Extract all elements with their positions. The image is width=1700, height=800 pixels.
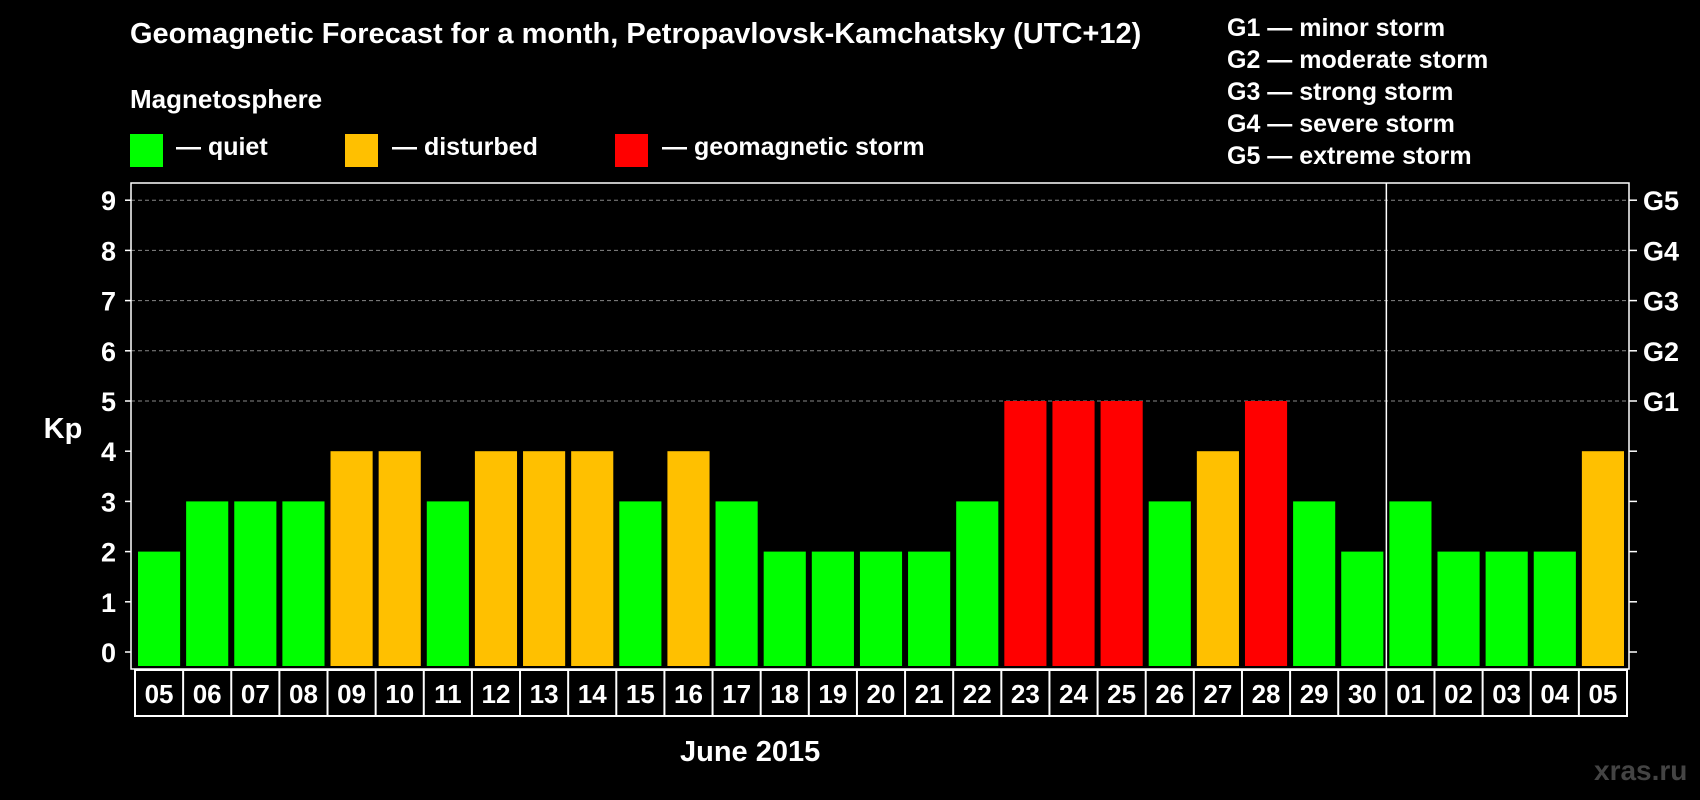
x-tick-label: 11: [434, 679, 462, 709]
x-tick-label: 27: [1203, 679, 1232, 709]
bar-20: [859, 551, 903, 666]
bar-09: [330, 451, 373, 666]
g-legend-g2: G2 — moderate storm: [1227, 46, 1489, 74]
source-watermark: xras.ru: [1594, 755, 1688, 786]
bar-22: [956, 501, 999, 666]
x-tick-label: 05: [145, 679, 174, 709]
x-tick-label: 29: [1300, 679, 1329, 709]
y-tick-label: 0: [101, 638, 116, 668]
x-tick-label: 16: [674, 679, 703, 709]
x-tick-label: 22: [963, 679, 992, 709]
bar-11: [426, 501, 469, 666]
x-tick-label: 21: [915, 679, 944, 709]
x-tick-label: 25: [1107, 679, 1136, 709]
g-legend-g1: G1 — minor storm: [1227, 14, 1446, 42]
bar-12: [474, 451, 518, 666]
right-tick-label-g2: G2: [1643, 337, 1679, 367]
x-tick-label: 12: [482, 679, 511, 709]
bar-21: [908, 551, 951, 666]
x-tick-label: 05: [1588, 679, 1617, 709]
x-tick-label: 13: [530, 679, 559, 709]
x-tick-label: 06: [193, 679, 222, 709]
bar-29: [1293, 501, 1336, 666]
y-tick-label: 6: [101, 337, 116, 367]
x-tick-label: 30: [1348, 679, 1377, 709]
legend-label-disturbed: — disturbed: [392, 133, 538, 161]
x-tick-label: 03: [1492, 679, 1521, 709]
y-tick-label: 3: [101, 487, 116, 517]
bar-13: [523, 451, 566, 666]
x-tick-label: 26: [1155, 679, 1184, 709]
bar-27: [1196, 451, 1239, 666]
x-tick-label: 09: [337, 679, 366, 709]
right-tick-label-g5: G5: [1643, 186, 1679, 216]
chart-title: Geomagnetic Forecast for a month, Petrop…: [130, 18, 1142, 50]
bar-08: [282, 501, 325, 666]
y-tick-label: 9: [101, 186, 116, 216]
x-tick-label: 24: [1059, 679, 1088, 709]
legend-swatch-disturbed: [345, 134, 378, 167]
bar-10: [378, 451, 421, 666]
bar-01: [1389, 501, 1432, 666]
g-legend-g3: G3 — strong storm: [1227, 78, 1454, 106]
bar-24: [1052, 401, 1095, 666]
x-tick-label: 08: [289, 679, 318, 709]
legend-swatch-quiet: [130, 134, 163, 167]
bar-23: [1004, 401, 1047, 666]
y-tick-label: 8: [101, 236, 116, 266]
y-tick-label: 5: [101, 387, 116, 417]
bar-05: [1581, 451, 1624, 666]
x-tick-label: 01: [1396, 679, 1425, 709]
bar-14: [571, 451, 614, 666]
legend-swatch-storm: [615, 134, 648, 167]
x-tick-label: 20: [867, 679, 896, 709]
g-legend-g5: G5 — extreme storm: [1227, 142, 1472, 170]
x-tick-label: 02: [1444, 679, 1473, 709]
bar-04: [1533, 551, 1576, 666]
g-legend-g4: G4 — severe storm: [1227, 110, 1455, 138]
y-tick-label: 7: [101, 287, 116, 317]
x-tick-label: 23: [1011, 679, 1040, 709]
y-tick-label: 1: [101, 588, 116, 618]
legend-heading: Magnetosphere: [130, 84, 323, 114]
bar-07: [234, 501, 277, 666]
x-tick-label: 28: [1252, 679, 1281, 709]
bar-19: [811, 551, 854, 666]
x-tick-label: 14: [578, 679, 607, 709]
x-tick-label: 18: [770, 679, 799, 709]
bar-28: [1244, 401, 1288, 666]
legend-label-storm: — geomagnetic storm: [662, 133, 925, 161]
x-tick-label: 17: [722, 679, 751, 709]
x-tick-label: 04: [1540, 679, 1569, 709]
y-axis-label: Kp: [44, 413, 83, 445]
x-tick-label: 19: [818, 679, 847, 709]
bar-02: [1437, 551, 1480, 666]
y-tick-label: 4: [101, 437, 116, 467]
bar-30: [1341, 551, 1384, 666]
bar-16: [667, 451, 710, 666]
right-tick-label-g1: G1: [1643, 387, 1679, 417]
bar-25: [1100, 401, 1143, 666]
x-tick-label: 10: [385, 679, 414, 709]
right-tick-label-g4: G4: [1643, 236, 1679, 266]
x-tick-label: 07: [241, 679, 270, 709]
bar-06: [186, 501, 229, 666]
date-strip: [134, 669, 1628, 717]
right-tick-label-g3: G3: [1643, 287, 1679, 317]
bar-17: [715, 501, 758, 666]
bar-18: [763, 551, 806, 666]
bar-26: [1148, 501, 1191, 666]
bar-05: [138, 551, 181, 666]
bar-03: [1485, 551, 1528, 666]
bar-15: [619, 501, 662, 666]
x-axis-label: June 2015: [680, 736, 821, 768]
y-tick-label: 2: [101, 538, 116, 568]
x-tick-label: 15: [626, 679, 655, 709]
legend-label-quiet: — quiet: [176, 133, 268, 161]
